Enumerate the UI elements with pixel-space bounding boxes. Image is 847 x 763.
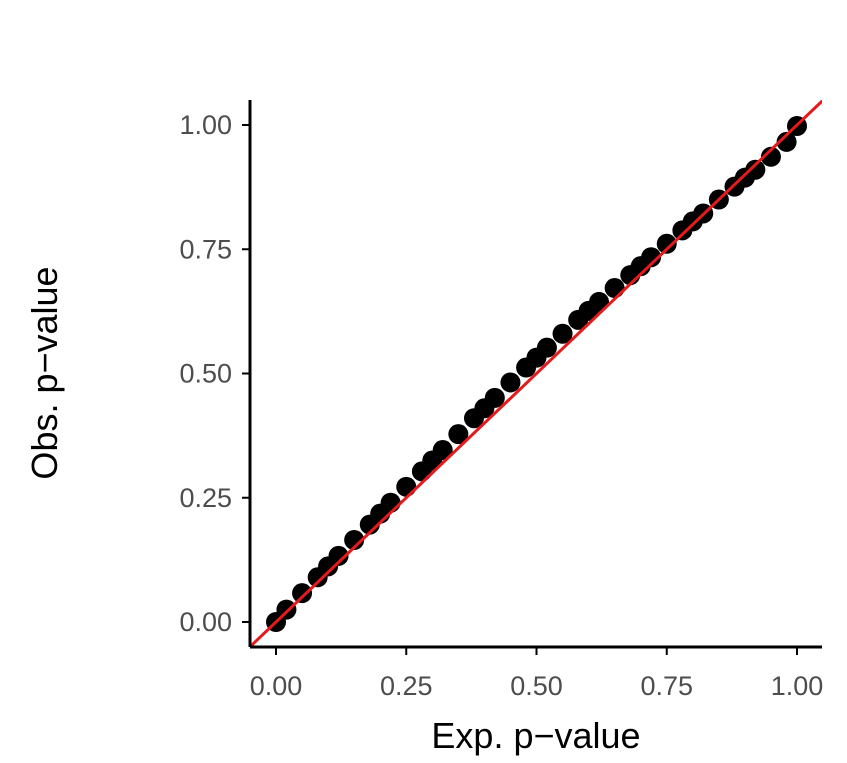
data-point <box>344 529 365 550</box>
data-point <box>760 146 781 167</box>
data-point <box>745 159 766 180</box>
x-tick-label: 0.25 <box>380 671 433 701</box>
data-point <box>432 440 453 461</box>
data-point <box>500 372 521 393</box>
data-point <box>589 291 610 312</box>
data-point <box>448 424 469 445</box>
data-point <box>484 387 505 408</box>
x-tick-label: 0.75 <box>640 671 693 701</box>
x-axis-title: Exp. p−value <box>431 715 640 756</box>
data-point <box>641 247 662 268</box>
y-tick-label: 1.00 <box>179 110 232 140</box>
data-point <box>380 492 401 513</box>
data-point <box>328 545 349 566</box>
data-point <box>656 233 677 254</box>
data-point <box>536 337 557 358</box>
reference-line <box>250 100 822 647</box>
y-tick-label: 0.75 <box>179 234 232 264</box>
y-tick-label: 0.00 <box>179 607 232 637</box>
data-point <box>396 476 417 497</box>
data-point <box>552 323 573 344</box>
data-point <box>604 278 625 299</box>
data-point <box>276 599 297 620</box>
x-tick-label: 1.00 <box>771 671 824 701</box>
plot-area <box>250 100 822 647</box>
y-axis-title: Obs. p−value <box>24 266 65 479</box>
y-tick-label: 0.50 <box>179 359 232 389</box>
y-tick-label: 0.25 <box>179 483 232 513</box>
x-tick-label: 0.50 <box>510 671 563 701</box>
x-tick-label: 0.00 <box>250 671 303 701</box>
data-point <box>292 583 313 604</box>
data-point <box>776 131 797 152</box>
